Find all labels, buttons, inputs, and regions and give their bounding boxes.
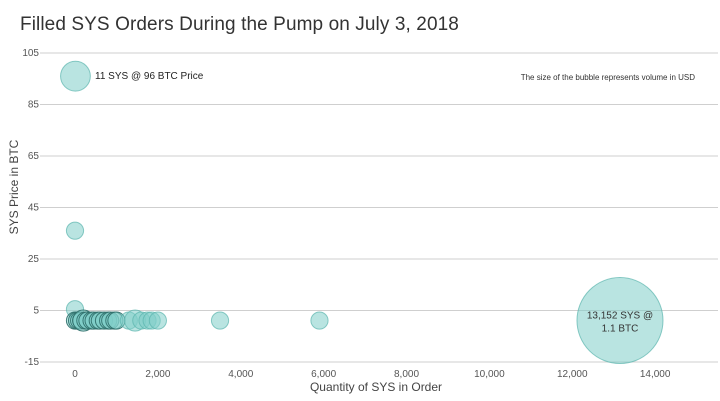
y-tick-label: 85 [28, 100, 40, 111]
y-tick-label: 25 [28, 254, 40, 265]
bubble-point [310, 311, 329, 330]
y-tick-label: 5 [33, 306, 39, 317]
x-axis-ticks: 02,0004,0006,0008,00010,00012,00014,0001… [72, 369, 671, 380]
y-tick-label: 65 [28, 151, 40, 162]
chart-title: Filled SYS Orders During the Pump on Jul… [20, 14, 459, 35]
x-tick-label: 12,000 [557, 369, 588, 380]
data-points [60, 60, 664, 365]
x-axis-label: Quantity of SYS in Order [310, 380, 442, 394]
bubble-point [576, 277, 664, 365]
bubble-point [65, 221, 85, 240]
x-tick-label: 8,000 [394, 369, 419, 380]
y-tick-label: 105 [22, 48, 39, 59]
y-tick-label: -15 [25, 357, 40, 368]
y-axis-label: SYS Price in BTC [7, 139, 21, 234]
x-tick-label: 4,000 [228, 369, 253, 380]
bubble-point [210, 311, 230, 330]
y-axis-ticks: -15 5 25 45 65 85 105 [22, 48, 39, 368]
x-tick-label: 10,000 [474, 369, 505, 380]
bubble-size-note: The size of the bubble represents volume… [521, 73, 696, 82]
x-tick-label: 0 [72, 369, 78, 380]
annotation-label: 11 SYS @ 96 BTC Price [95, 71, 204, 82]
grid [40, 52, 718, 363]
annotation-label: 1.1 BTC [602, 324, 639, 335]
x-tick-label: 14,000 [640, 369, 671, 380]
x-tick-label: 6,000 [311, 369, 336, 380]
bubble-point [60, 60, 91, 92]
x-tick-label: 2,000 [145, 369, 170, 380]
bubble-point [148, 311, 167, 330]
annotation-label: 13,152 SYS @ [587, 311, 653, 322]
y-tick-label: 45 [28, 203, 40, 214]
annotations: 11 SYS @ 96 BTC Price 13,152 SYS @ 1.1 BTC [95, 71, 653, 334]
